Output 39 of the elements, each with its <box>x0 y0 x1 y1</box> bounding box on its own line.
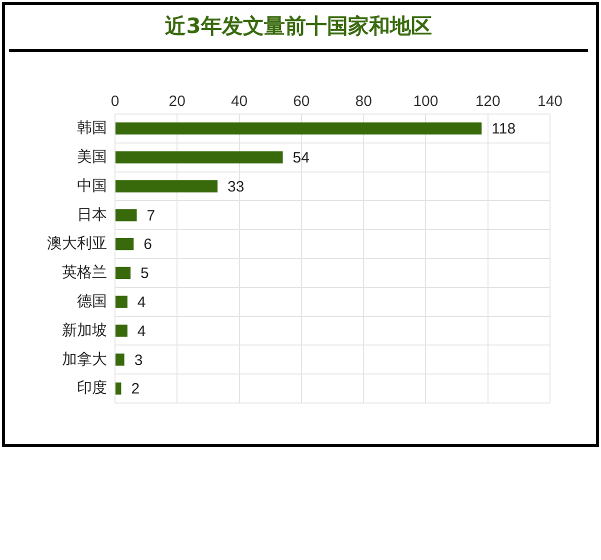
bar <box>116 266 131 280</box>
x-tick-label: 100 <box>413 93 438 110</box>
y-tick-label: 中国 <box>77 177 107 194</box>
y-tick-label: 美国 <box>77 148 107 166</box>
data-label: 33 <box>228 178 244 196</box>
y-tick-label: 韩国 <box>77 120 107 137</box>
x-tick-label: 60 <box>293 93 310 110</box>
data-label: 4 <box>137 294 146 311</box>
y-tick-label: 加拿大 <box>62 350 107 368</box>
data-label: 6 <box>144 236 152 254</box>
bar <box>116 354 124 366</box>
x-tick-label: 140 <box>537 93 563 110</box>
bar <box>116 296 128 308</box>
bar <box>116 324 128 337</box>
y-tick-label: 澳大利亚 <box>47 235 107 252</box>
data-label: 118 <box>492 120 516 138</box>
data-label: 7 <box>146 207 156 224</box>
data-label: 5 <box>140 265 149 282</box>
bar <box>116 180 218 192</box>
chart-title: 近3年发文量前十国家和地区 <box>9 8 588 52</box>
y-tick-label: 日本 <box>77 206 107 224</box>
x-tick-label: 120 <box>475 93 500 110</box>
x-tick-label: 20 <box>168 93 186 110</box>
y-tick-label: 英格兰 <box>62 264 107 282</box>
y-tick-label: 印度 <box>77 380 107 397</box>
x-tick-label: 40 <box>230 93 248 110</box>
bar <box>116 122 482 135</box>
x-tick-label: 0 <box>110 93 120 110</box>
y-tick-label: 德国 <box>77 292 107 310</box>
bar <box>116 209 137 222</box>
y-tick-label: 新加坡 <box>62 322 107 339</box>
data-label: 3 <box>134 352 143 369</box>
data-label: 4 <box>137 322 146 340</box>
bar <box>116 382 122 395</box>
data-label: 54 <box>292 149 310 166</box>
x-tick-label: 80 <box>355 93 372 110</box>
bar <box>116 238 134 250</box>
data-label: 2 <box>131 380 140 398</box>
bar <box>116 151 283 164</box>
